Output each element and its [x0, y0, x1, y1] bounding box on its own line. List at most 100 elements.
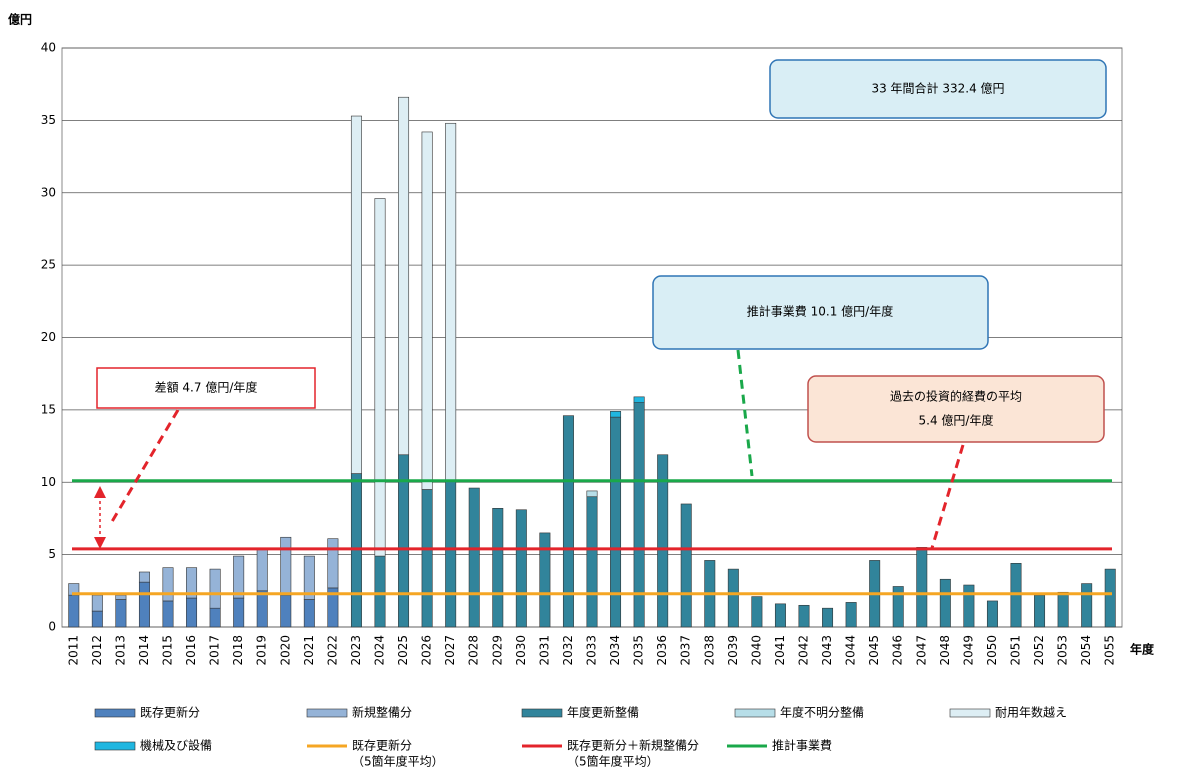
x-tick-label: 2011 [66, 635, 80, 666]
x-tick-label: 2020 [278, 635, 292, 666]
legend-label: 新規整備分 [352, 705, 412, 720]
x-tick-label: 2051 [1009, 635, 1023, 666]
x-tick-label: 2042 [797, 635, 811, 666]
bar-segment [421, 131, 433, 490]
x-tick-label: 2048 [938, 635, 952, 666]
bar-segment [233, 597, 245, 628]
x-tick-label: 2021 [302, 635, 316, 666]
bar-segment [845, 602, 857, 628]
bar-segment [610, 411, 622, 418]
pointer [736, 349, 754, 477]
x-tick-label: 2052 [1032, 635, 1046, 666]
x-tick-label: 2033 [585, 635, 599, 666]
bar-segment [986, 600, 998, 628]
x-tick-label: 2038 [702, 635, 716, 666]
legend-label: （5箇年度平均） [352, 754, 444, 769]
y-tick-label: 35 [41, 113, 56, 127]
bar-segment [468, 487, 480, 628]
bar-segment [162, 567, 174, 602]
y-tick-label: 15 [41, 402, 56, 416]
annotation: 33 年間合計 332.4 億円 [871, 81, 1004, 96]
bar-segment [1104, 568, 1116, 628]
arrow-head [94, 537, 106, 549]
x-tick-label: 2031 [537, 635, 551, 666]
x-tick-label: 2047 [914, 635, 928, 666]
x-tick-label: 2036 [655, 635, 669, 666]
bar-segment [657, 454, 669, 628]
legend-label: 機械及び設備 [140, 738, 212, 753]
x-tick-label: 2039 [726, 635, 740, 666]
x-tick-label: 2027 [443, 635, 457, 666]
x-tick-label: 2050 [985, 635, 999, 666]
legend-swatch [94, 741, 136, 751]
bar-segment [586, 490, 598, 498]
bar-segment [91, 594, 103, 612]
bar-segment [610, 416, 622, 628]
legend-swatch [734, 708, 776, 718]
bar-segment [939, 578, 951, 628]
bar-segment [209, 607, 221, 628]
x-tick-label: 2044 [844, 635, 858, 666]
legend-label: 耐用年数越え [995, 705, 1067, 720]
pointer [108, 409, 180, 526]
bar-segment [233, 555, 245, 599]
legend-label: 既存更新分 [140, 705, 200, 720]
x-tick-label: 2022 [325, 635, 339, 666]
y-axis-label: 億円 [8, 12, 32, 27]
bar-segment [138, 571, 150, 583]
x-tick-label: 2037 [679, 635, 693, 666]
bar-segment [445, 122, 457, 482]
x-tick-label: 2029 [490, 635, 504, 666]
bar-segment [303, 555, 315, 600]
x-tick-label: 2024 [373, 635, 387, 666]
y-tick-label: 5 [48, 547, 56, 561]
bar-segment [1034, 594, 1046, 628]
x-tick-label: 2049 [961, 635, 975, 666]
x-tick-label: 2016 [184, 635, 198, 666]
x-tick-label: 2053 [1056, 635, 1070, 666]
y-tick-label: 25 [41, 258, 56, 272]
bar-segment [350, 115, 362, 474]
x-tick-label: 2013 [113, 635, 127, 666]
legend-label: （5箇年度平均） [567, 754, 659, 769]
x-tick-label: 2023 [349, 635, 363, 666]
x-tick-label: 2017 [208, 635, 222, 666]
bar-segment [256, 590, 268, 628]
legend-swatch [306, 708, 348, 718]
bar-segment [916, 547, 928, 628]
legend-label: 既存更新分 [352, 738, 412, 753]
bar-segment [492, 508, 504, 628]
arrow-head [94, 486, 106, 498]
bar-segment [256, 548, 268, 592]
y-tick-label: 40 [41, 41, 56, 55]
x-tick-label: 2014 [137, 635, 151, 666]
y-tick-label: 10 [41, 475, 56, 489]
x-tick-label: 2025 [396, 635, 410, 666]
annotation-box [807, 375, 1105, 443]
bar-segment [751, 596, 763, 628]
annotation-box [96, 367, 316, 409]
legend-label: 推計事業費 [772, 738, 832, 753]
annotation: 差額 4.7 億円/年度 [155, 380, 258, 395]
legend-label: 年度不明分整備 [780, 705, 864, 720]
bar-segment [1081, 583, 1093, 628]
x-axis-label: 年度 [1130, 642, 1155, 657]
x-tick-label: 2046 [891, 635, 905, 666]
x-tick-label: 2030 [514, 635, 528, 666]
bar-segment [421, 489, 433, 628]
y-tick-label: 30 [41, 185, 56, 199]
bar-segment [515, 509, 527, 628]
y-tick-label: 0 [48, 620, 56, 634]
annotation: 過去の投資的経費の平均 [890, 389, 1022, 404]
bar-segment [633, 396, 645, 403]
bar-segment [374, 555, 386, 628]
x-tick-label: 2026 [420, 635, 434, 666]
bar-segment [209, 568, 221, 609]
x-tick-label: 2034 [608, 635, 622, 666]
x-tick-label: 2032 [561, 635, 575, 666]
bar-segment [445, 480, 457, 628]
bar-segment [892, 586, 904, 628]
bar-segment [562, 415, 574, 628]
x-tick-label: 2019 [255, 635, 269, 666]
